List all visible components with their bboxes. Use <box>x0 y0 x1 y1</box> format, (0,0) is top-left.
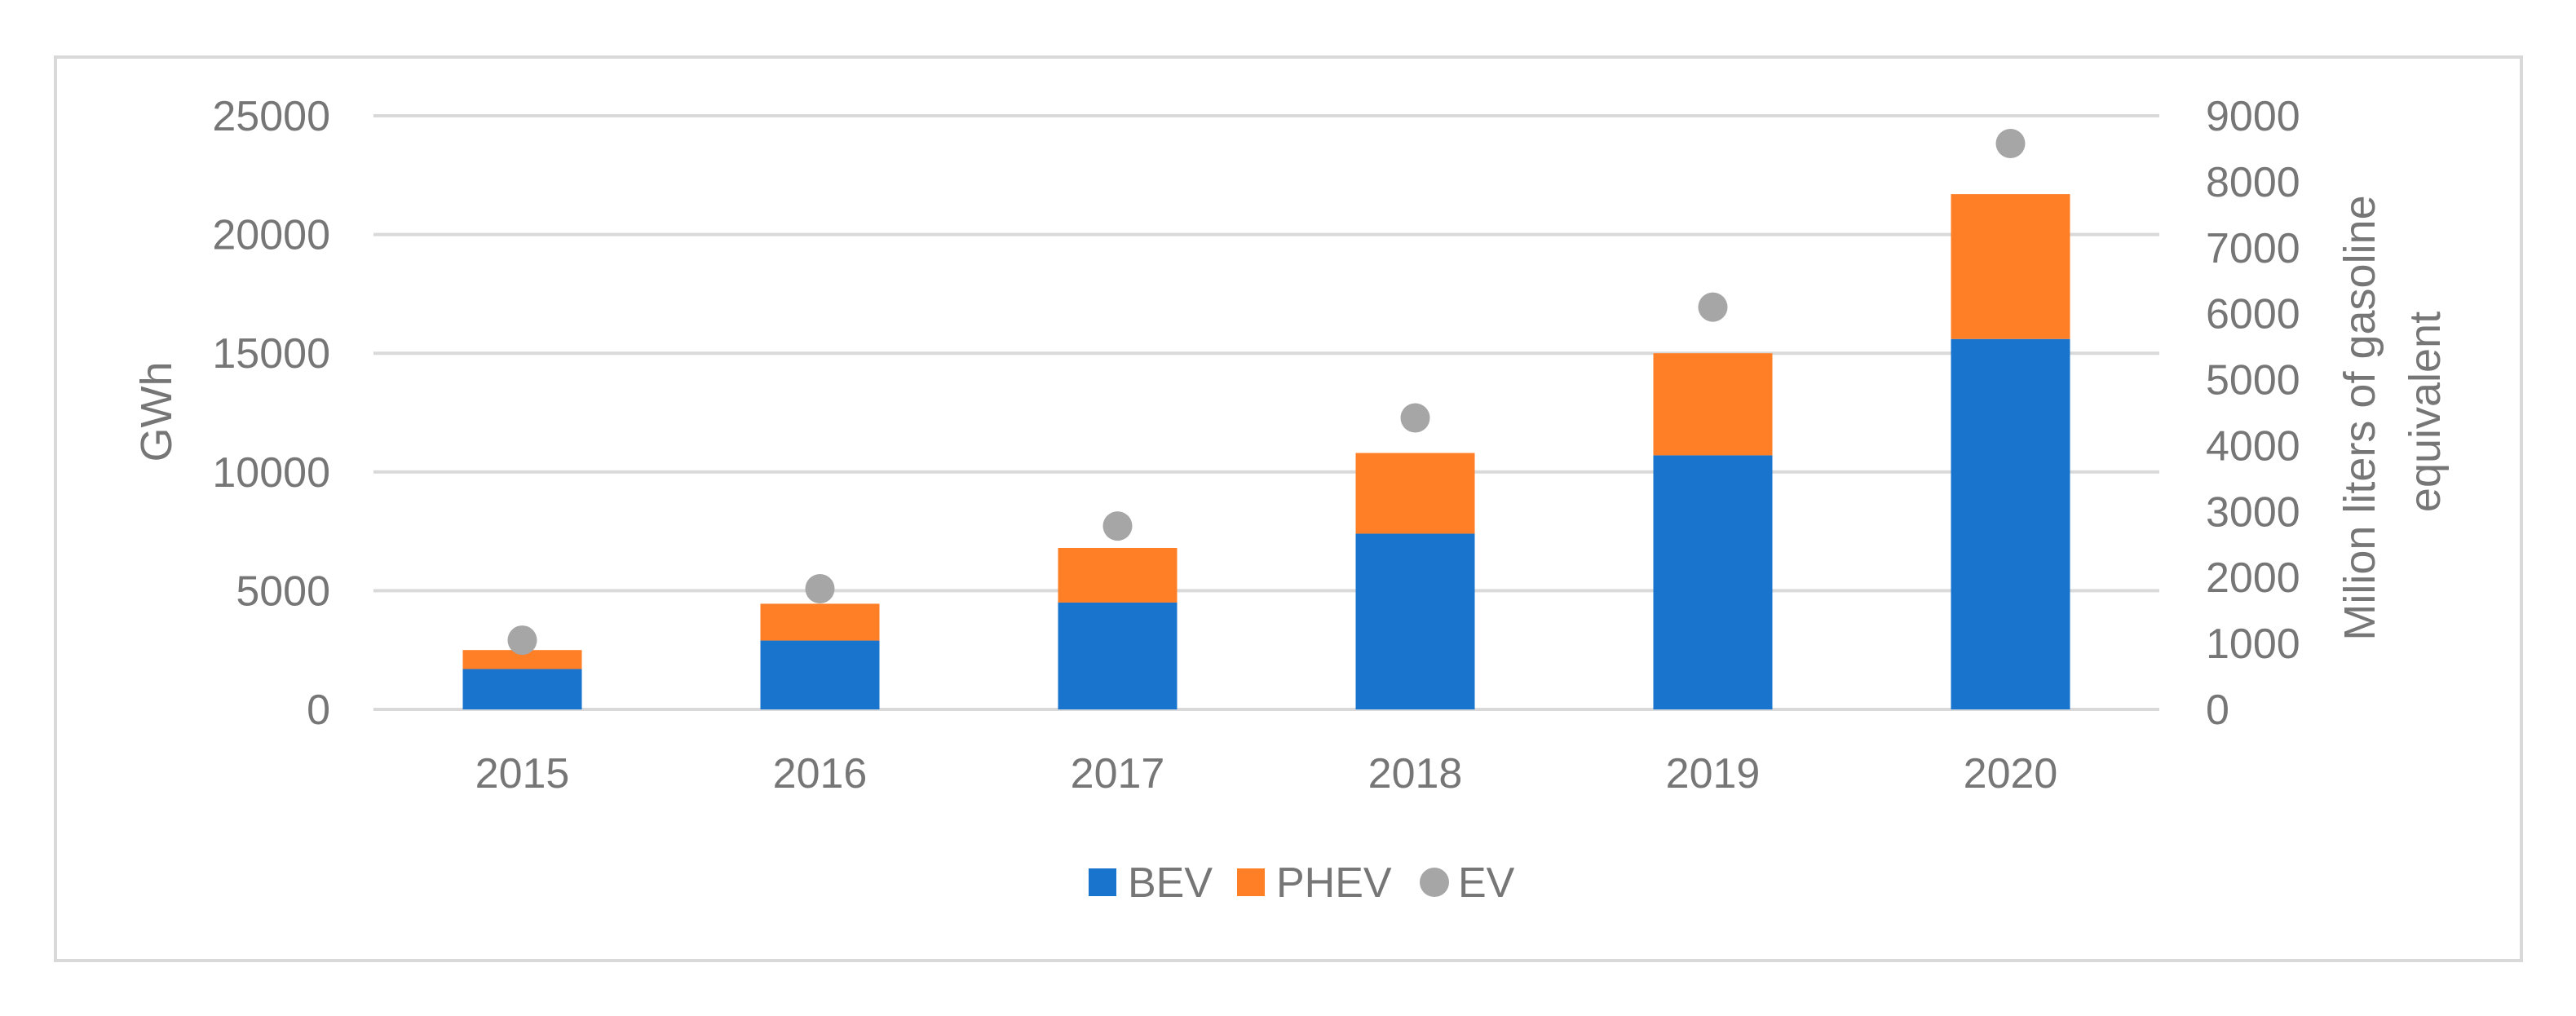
y2-axis-title-line-2: equivalent <box>2401 311 2450 512</box>
x-tick-label: 2015 <box>475 750 570 797</box>
x-tick-label: 2017 <box>1071 750 1165 797</box>
chart-border <box>54 55 2523 962</box>
points <box>507 128 2026 656</box>
bars <box>462 194 2070 709</box>
y-tick-label: 0 <box>307 687 330 734</box>
x-tick-label: 2018 <box>1368 750 1463 797</box>
y2-tick-label: 3000 <box>2206 488 2300 536</box>
legend-label-ev: EV <box>1458 859 1515 907</box>
legend-label-phev: PHEV <box>1276 859 1392 907</box>
bar-phev <box>1355 453 1475 534</box>
bar-bev <box>1951 338 2070 709</box>
bar-phev <box>1951 194 2070 339</box>
bar-phev <box>760 603 880 641</box>
point-ev <box>1698 292 1728 322</box>
bar-bev <box>1653 455 1773 709</box>
legend-marker-ev <box>1420 868 1449 897</box>
x-tick-label: 2020 <box>1964 750 2058 797</box>
point-ev <box>1995 128 2026 158</box>
y2-axis-title-line-1: Milion liters of gasoline <box>2335 195 2384 640</box>
bar-phev <box>1653 353 1773 456</box>
x-tick-label: 2019 <box>1666 750 1761 797</box>
y2-tick-label: 8000 <box>2206 159 2300 206</box>
y2-tick-label: 6000 <box>2206 291 2300 338</box>
bar-bev <box>1058 602 1178 709</box>
axes: 0 5000 10000 15000 20000 25000 0 1000 2000 3000 40… <box>212 93 2300 797</box>
legend-label-bev: BEV <box>1128 859 1213 907</box>
y2-tick-label: 9000 <box>2206 93 2300 140</box>
legend-swatch-phev <box>1237 868 1265 896</box>
bar-bev <box>760 640 880 709</box>
x-tick-label: 2016 <box>773 750 868 797</box>
y2-axis-title: Milion liters of gasoline equivalent <box>2335 183 2450 640</box>
point-ev <box>805 573 835 603</box>
y2-tick-label: 7000 <box>2206 225 2300 272</box>
bar-phev <box>462 650 582 669</box>
bar-bev <box>462 669 582 709</box>
y2-tick-label: 0 <box>2206 687 2229 734</box>
legend-swatch-bev <box>1089 868 1116 896</box>
bar-phev <box>1058 547 1178 603</box>
y-tick-label: 5000 <box>236 568 330 615</box>
y-tick-label: 20000 <box>212 212 330 259</box>
point-ev <box>507 625 537 656</box>
gridlines <box>373 114 2159 711</box>
y-axis-title: GWh <box>132 361 181 462</box>
point-ev <box>1400 403 1430 433</box>
y2-tick-label: 1000 <box>2206 621 2300 668</box>
y-tick-label: 25000 <box>212 93 330 140</box>
y2-tick-label: 5000 <box>2206 357 2300 404</box>
y-tick-label: 10000 <box>212 449 330 497</box>
y2-tick-label: 4000 <box>2206 422 2300 470</box>
y2-tick-label: 2000 <box>2206 554 2300 602</box>
bar-bev <box>1355 533 1475 709</box>
legend: BEV PHEV EV <box>1089 859 1515 907</box>
point-ev <box>1102 511 1133 541</box>
y-tick-label: 15000 <box>212 330 330 378</box>
